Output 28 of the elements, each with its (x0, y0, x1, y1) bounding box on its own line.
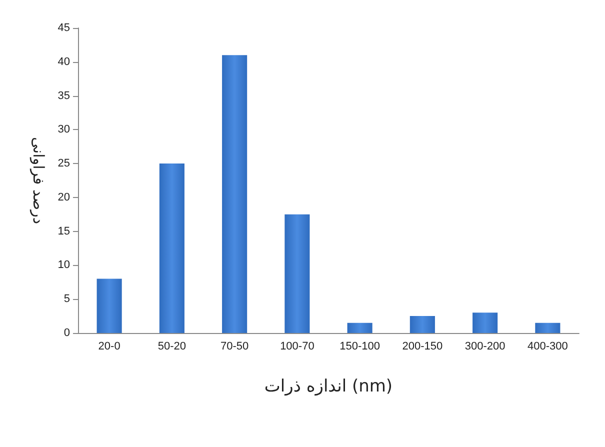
bar (535, 322, 560, 333)
y-tick-label: 45 (58, 22, 70, 34)
x-tick-label: 50-20 (158, 340, 186, 352)
y-tick-label: 40 (58, 56, 70, 68)
y-tick-label: 25 (58, 158, 70, 170)
bar (159, 164, 184, 333)
x-tick-label: 400-300 (528, 340, 568, 352)
y-tick-label: 20 (58, 191, 70, 204)
bar (472, 312, 498, 333)
y-tick-label: 15 (58, 225, 70, 238)
bar (347, 322, 372, 333)
y-axis-title: درصد فراوانی (30, 136, 48, 224)
bar (222, 55, 248, 333)
y-tick-label: 35 (58, 90, 70, 102)
x-axis-title: اندازه ذرات (nm) (264, 376, 393, 396)
x-tick-label: 300-200 (464, 340, 506, 352)
x-tick-label: 100-70 (280, 340, 314, 352)
bar (410, 316, 435, 333)
x-tick-label: 20-0 (98, 340, 120, 352)
y-tick-label: 0 (64, 327, 70, 339)
bar (96, 278, 122, 333)
y-tick-label: 10 (58, 259, 70, 272)
y-tick-label: 5 (64, 293, 70, 306)
bar (284, 214, 310, 333)
x-tick-label: 70-50 (220, 340, 249, 352)
y-tick-label: 30 (58, 124, 70, 136)
x-tick-label: 200-150 (402, 340, 443, 352)
x-tick-label: 150-100 (340, 340, 380, 352)
